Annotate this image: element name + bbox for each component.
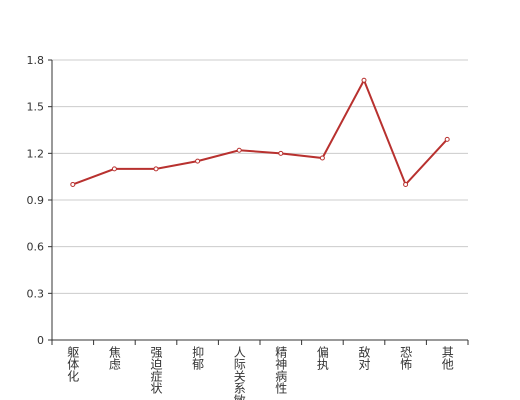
y-tick-label: 0 (37, 334, 44, 347)
x-tick-label: 焦虑 (107, 346, 121, 370)
x-tick-label: 精神病性 (274, 346, 288, 395)
y-tick-label: 1.8 (27, 54, 45, 67)
y-tick-label: 0.9 (27, 194, 45, 207)
point (70, 181, 76, 187)
x-tick-label: 敌对 (357, 345, 371, 370)
x-tick-label: 偏执 (315, 345, 329, 371)
y-tick-label: 0.3 (27, 287, 45, 300)
x-tick-label: 抑郁 (191, 345, 205, 371)
x-tick-label: 人际关系敏感 (232, 346, 246, 400)
point (444, 136, 450, 142)
point (111, 166, 117, 172)
point (195, 158, 201, 164)
x-tick-label: 躯体化 (66, 345, 80, 383)
x-tick-label: 恐怖 (399, 346, 413, 370)
y-tick-label: 1.5 (27, 101, 45, 114)
y-tick-label: 0.6 (27, 241, 45, 254)
x-tick-label: 其他 (440, 346, 454, 370)
point (236, 147, 242, 153)
x-tick-label: 强迫症状 (149, 346, 163, 394)
point (153, 166, 159, 172)
point (361, 77, 367, 83)
y-tick-label: 1.2 (27, 147, 45, 160)
point (278, 150, 284, 156)
point (403, 181, 409, 187)
point (319, 155, 325, 161)
line (72, 77, 448, 187)
